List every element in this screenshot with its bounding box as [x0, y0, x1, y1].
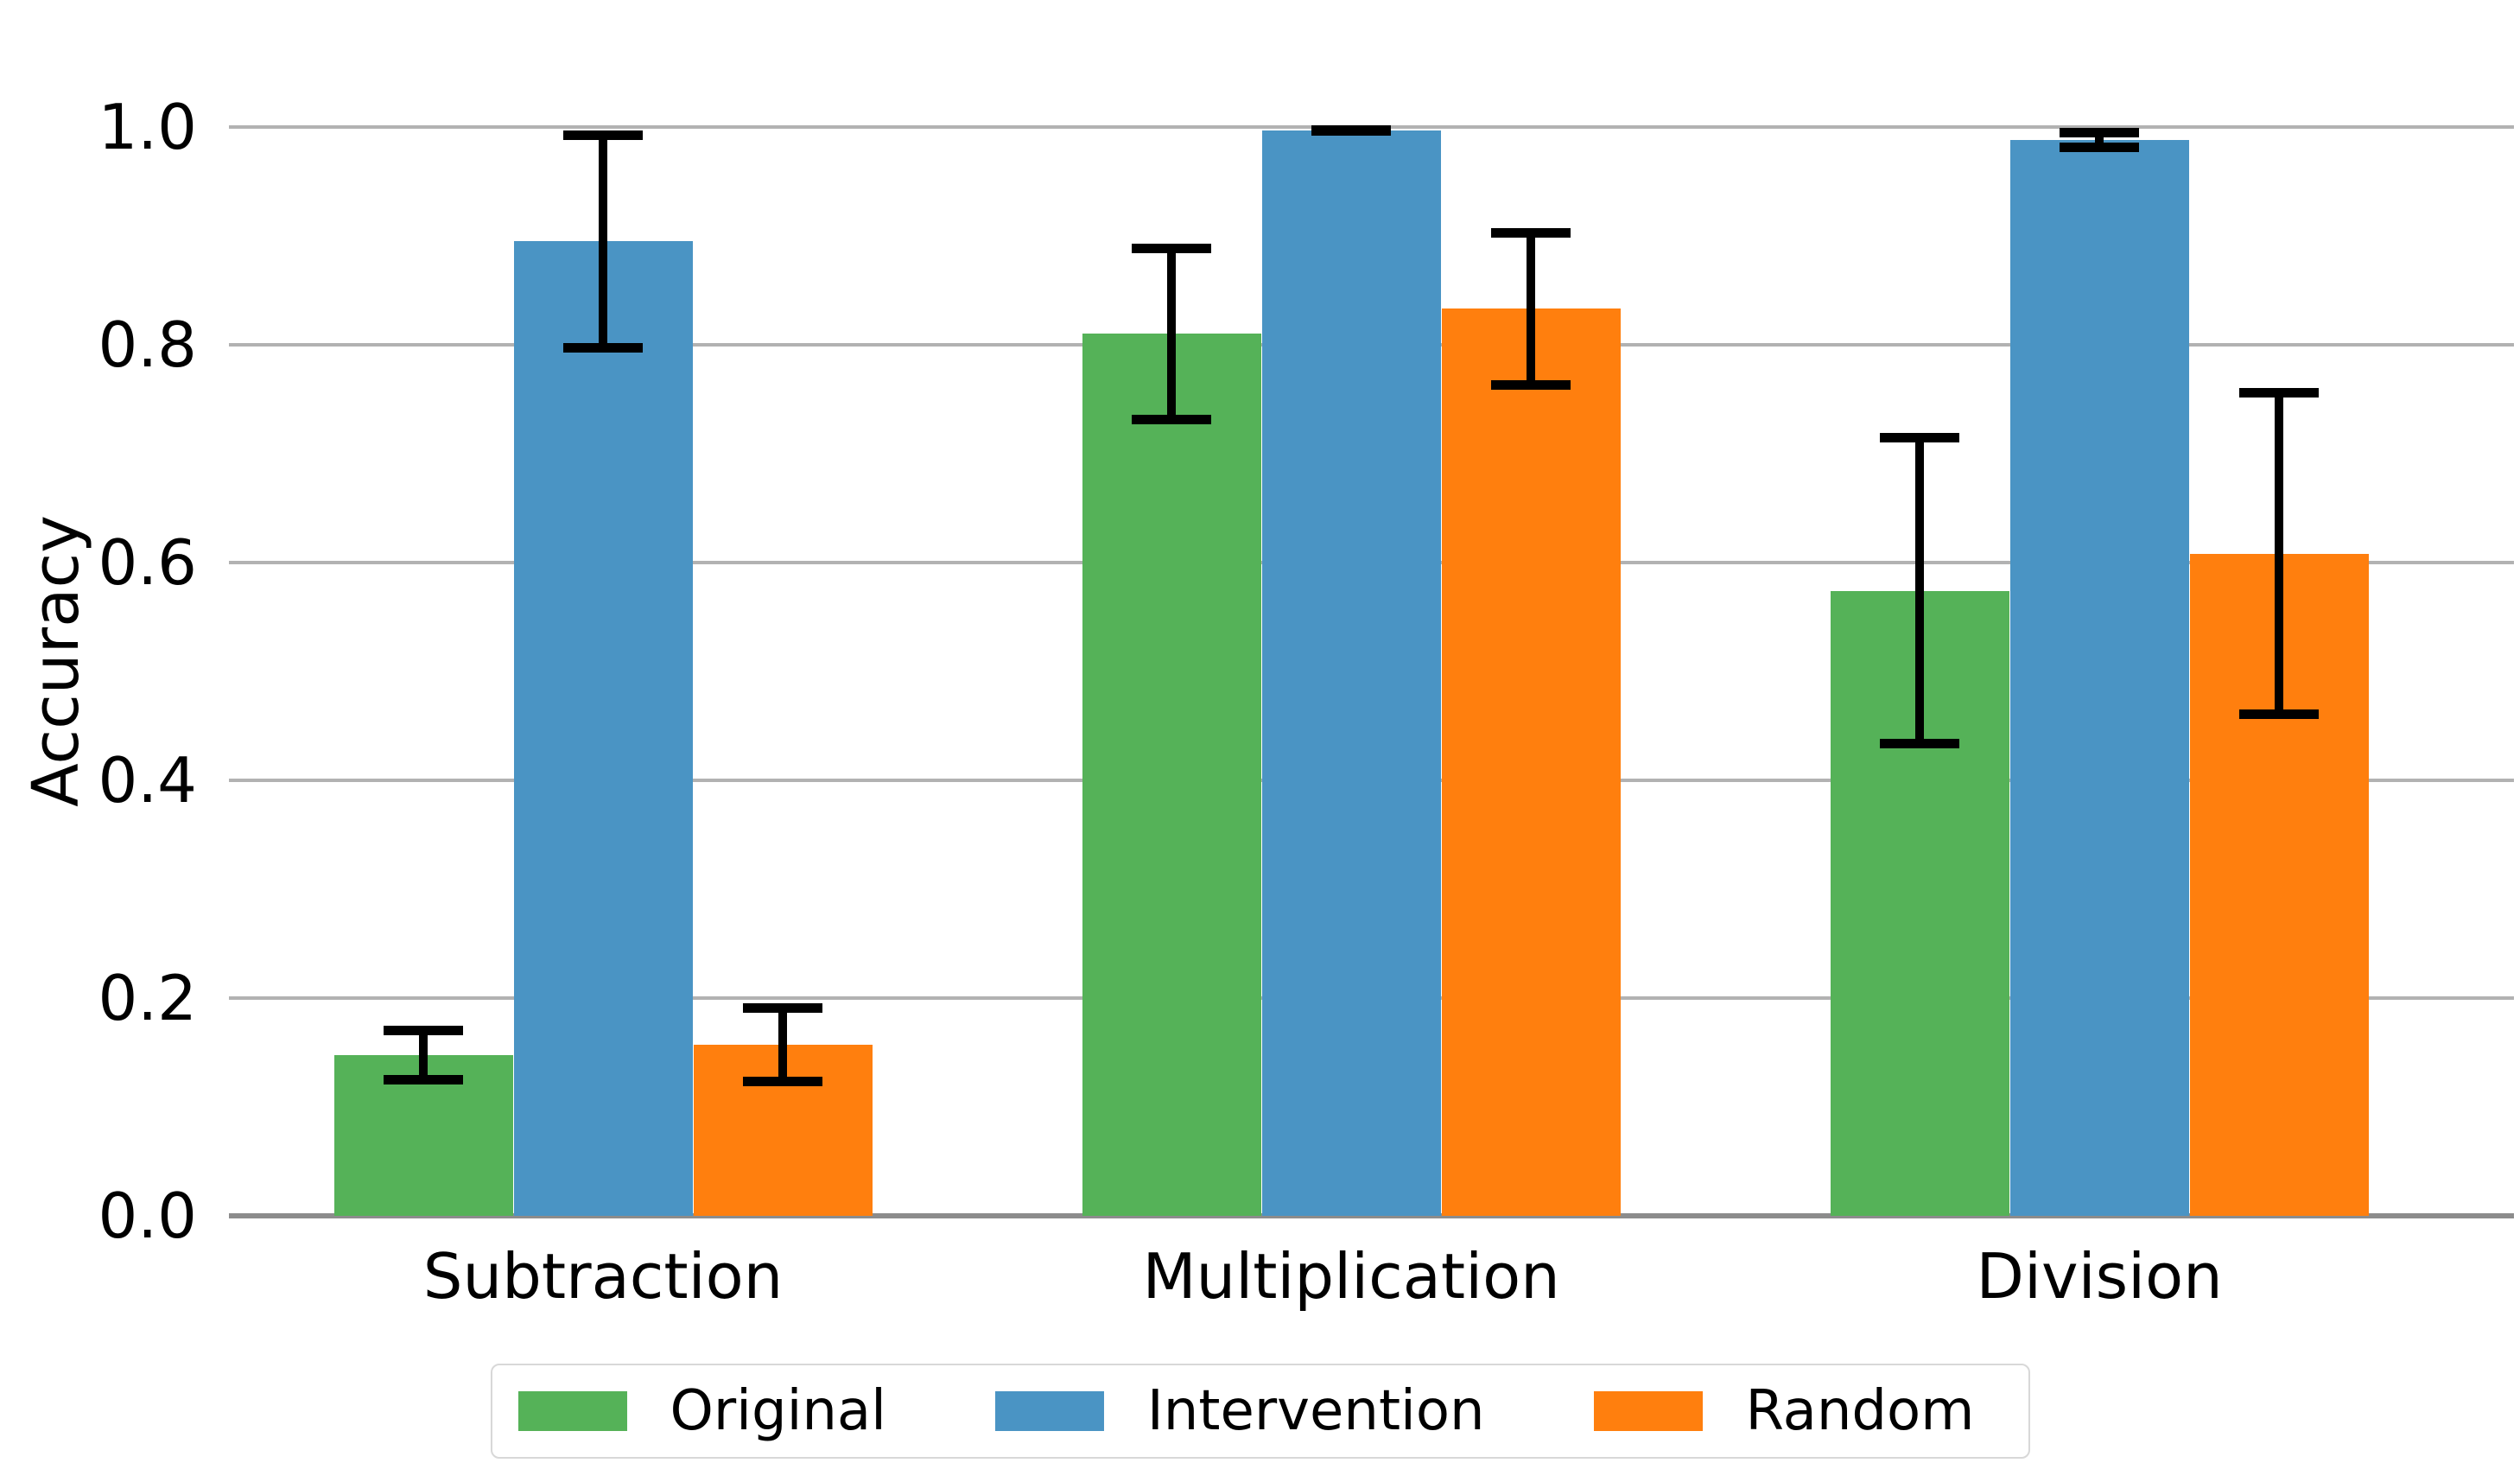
x-axis-line: [229, 1213, 2514, 1218]
legend-swatch-random: [1593, 1391, 1703, 1431]
y-tick-label-0.4: 0.4: [98, 744, 197, 817]
error-cap-bottom-random-division: [2239, 709, 2320, 720]
error-cap-top-original-multiplication: [1132, 243, 1212, 253]
y-tick-label-0.2: 0.2: [98, 962, 197, 1034]
error-cap-top-random-multiplication: [1491, 228, 1571, 239]
error-cap-bottom-random-subtraction: [743, 1077, 823, 1087]
error-bar-original-division: [1915, 433, 1925, 749]
error-cap-bottom-intervention-division: [2060, 142, 2140, 152]
error-cap-top-original-subtraction: [384, 1025, 464, 1035]
error-cap-bottom-random-multiplication: [1491, 379, 1571, 390]
x-tick-label-division: Division: [1976, 1240, 2223, 1313]
error-cap-top-intervention-subtraction: [563, 130, 644, 140]
y-tick-label-1.0: 1.0: [98, 91, 197, 163]
error-bar-intervention-subtraction: [599, 130, 608, 353]
error-bar-random-multiplication: [1527, 228, 1536, 390]
legend-label-random: Random: [1745, 1379, 1975, 1443]
error-bar-original-multiplication: [1167, 243, 1177, 424]
x-tick-label-subtraction: Subtraction: [422, 1240, 784, 1313]
legend-item-original: Original: [517, 1379, 886, 1443]
y-tick-label-0.8: 0.8: [98, 308, 197, 381]
bar-random-multiplication: [1441, 308, 1621, 1216]
error-cap-bottom-original-division: [1880, 739, 1960, 749]
bar-intervention-multiplication: [1261, 130, 1441, 1216]
y-tick-label-0.0: 0.0: [98, 1180, 197, 1252]
plot-area: [229, 124, 2514, 1218]
error-cap-bottom-original-multiplication: [1132, 414, 1212, 424]
bar-original-multiplication: [1082, 334, 1261, 1216]
x-tick-label-multiplication: Multiplication: [1142, 1240, 1560, 1313]
legend-swatch-original: [517, 1391, 627, 1431]
error-cap-top-random-division: [2239, 388, 2320, 398]
error-cap-bottom-intervention-multiplication: [1311, 124, 1392, 135]
legend-item-random: Random: [1593, 1379, 1975, 1443]
legend-label-intervention: Intervention: [1146, 1379, 1485, 1443]
bar-intervention-subtraction: [513, 241, 693, 1216]
error-cap-top-random-subtraction: [743, 1003, 823, 1014]
error-cap-top-original-division: [1880, 433, 1960, 443]
legend: Original Intervention Random: [490, 1364, 2030, 1459]
bar-intervention-division: [2009, 140, 2189, 1216]
error-bar-random-division: [2275, 388, 2284, 720]
error-bar-random-subtraction: [778, 1003, 788, 1087]
y-tick-label-0.6: 0.6: [98, 526, 197, 599]
error-bar-original-subtraction: [419, 1025, 428, 1084]
error-bar-intervention-division: [2095, 128, 2104, 152]
legend-label-original: Original: [670, 1379, 886, 1443]
legend-item-intervention: Intervention: [994, 1379, 1485, 1443]
legend-swatch-intervention: [994, 1391, 1104, 1431]
error-cap-bottom-original-subtraction: [384, 1074, 464, 1084]
error-cap-top-intervention-division: [2060, 128, 2140, 138]
error-cap-bottom-intervention-subtraction: [563, 342, 644, 353]
